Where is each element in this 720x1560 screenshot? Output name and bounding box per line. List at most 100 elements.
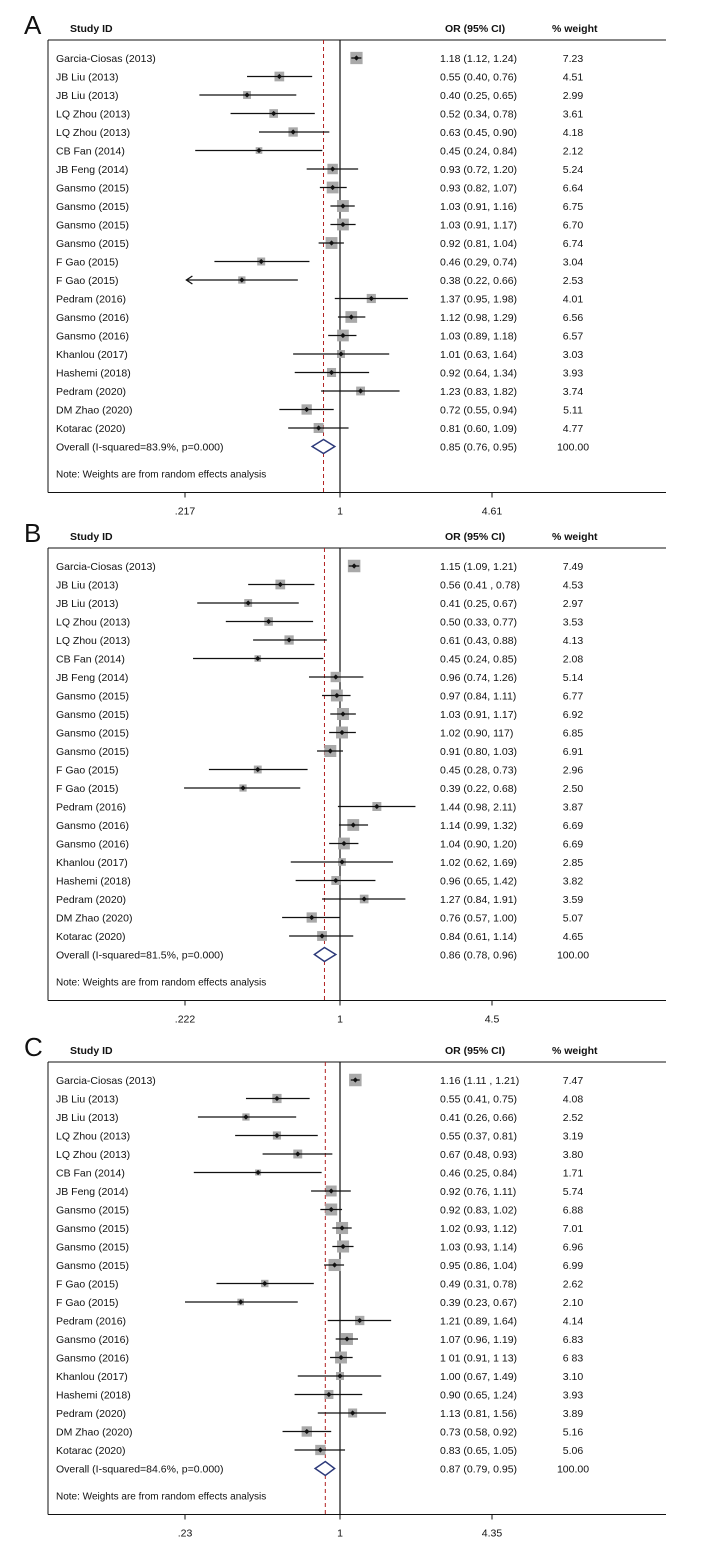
study-row: Pedram (2020) 1.23 (0.83, 1.82) 3.74 <box>56 386 583 398</box>
study-label: Gansmo (2016) <box>56 1334 129 1346</box>
study-label: Gansmo (2015) <box>56 691 129 703</box>
weight-value: 6.70 <box>563 220 584 232</box>
study-row: Gansmo (2015) 1.03 (0.91, 1.17) 6.70 <box>56 218 584 232</box>
or-ci-value: 1.15 (1.09, 1.21) <box>440 561 517 573</box>
or-ci-value: 1.14 (0.99, 1.32) <box>440 820 517 832</box>
study-label: Gansmo (2016) <box>56 312 129 324</box>
study-label: Gansmo (2015) <box>56 728 129 740</box>
or-ci-value: 1.04 (0.90, 1.20) <box>440 839 517 851</box>
study-label: Gansmo (2015) <box>56 1205 129 1217</box>
x-tick-label: 4.5 <box>485 1014 500 1026</box>
or-ci-value: 0.93 (0.82, 1.07) <box>440 183 517 195</box>
point-estimate-marker <box>255 655 261 662</box>
point-estimate-marker <box>337 1373 343 1379</box>
overall-label: Overall (I-squared=81.5%, p=0.000) <box>56 950 224 962</box>
study-row: JB Liu (2013) 0.56 (0.41 , 0.78) 4.53 <box>56 580 583 592</box>
overall-diamond <box>310 438 337 455</box>
study-row: Gansmo (2016) 1.12 (0.98, 1.29) 6.56 <box>56 311 583 324</box>
point-estimate-marker <box>328 1188 334 1194</box>
study-row: F Gao (2015) 0.49 (0.31, 0.78) 2.62 <box>56 1279 583 1291</box>
or-ci-value: 1.03 (0.93, 1.14) <box>440 1242 517 1254</box>
weight-value: 6.75 <box>563 201 584 213</box>
overall-diamond <box>313 946 338 963</box>
study-row: Garcia-Ciosas (2013) 1.15 (1.09, 1.21) 7.4… <box>56 559 583 573</box>
weight-value: 7.01 <box>563 1223 584 1235</box>
weight-value: 6.99 <box>563 1260 584 1272</box>
or-ci-value: 0.39 (0.22, 0.68) <box>440 783 517 795</box>
point-estimate-marker <box>327 748 333 754</box>
point-estimate-marker <box>351 563 357 569</box>
weight-value: 5.07 <box>563 913 584 925</box>
or-ci-value: 0.96 (0.74, 1.26) <box>440 672 517 684</box>
study-label: LQ Zhou (2013) <box>56 109 130 121</box>
overall-or-ci-value: 0.85 (0.76, 0.95) <box>440 442 517 454</box>
weight-value: 5.14 <box>563 672 584 684</box>
or-ci-value: 0.90 (0.65, 1.24) <box>440 1390 517 1402</box>
weight-value: 6.57 <box>563 331 584 343</box>
point-estimate-marker <box>317 1447 323 1453</box>
study-label: DM Zhao (2020) <box>56 1427 132 1439</box>
or-ci-value: 0.46 (0.25, 0.84) <box>440 1168 517 1180</box>
point-estimate-marker <box>274 1132 280 1139</box>
study-row: Pedram (2020) 1.27 (0.84, 1.91) 3.59 <box>56 894 583 906</box>
weight-value: 3.80 <box>563 1149 584 1161</box>
or-ci-value: 1.13 (0.81, 1.56) <box>440 1408 517 1420</box>
weight-value: 4.53 <box>563 580 584 592</box>
panel-letter: B <box>24 518 41 548</box>
study-label: Khanlou (2017) <box>56 1371 128 1383</box>
or-ci-value: 0.91 (0.80, 1.03) <box>440 746 517 758</box>
weight-value: 3.82 <box>563 876 584 888</box>
point-estimate-marker <box>243 1114 249 1120</box>
study-row: JB Liu (2013) 0.41 (0.25, 0.67) 2.97 <box>56 598 583 610</box>
weight-value: 5.74 <box>563 1186 584 1198</box>
point-estimate-marker <box>316 425 322 431</box>
study-label: DM Zhao (2020) <box>56 405 132 417</box>
or-ci-value: 0.95 (0.86, 1.04) <box>440 1260 517 1272</box>
study-row: Gansmo (2015) 0.93 (0.82, 1.07) 6.64 <box>56 181 583 195</box>
weight-value: 3.87 <box>563 802 584 814</box>
or-ci-value: 0.55 (0.41, 0.75) <box>440 1094 517 1106</box>
weight-value: 4.65 <box>563 931 584 943</box>
study-label: Gansmo (2015) <box>56 183 129 195</box>
study-row: F Gao (2015) 0.38 (0.22, 0.66) 2.53 <box>56 275 583 287</box>
point-estimate-marker <box>240 785 246 791</box>
study-label: Pedram (2016) <box>56 802 126 814</box>
or-ci-value: 0.45 (0.24, 0.85) <box>440 654 517 666</box>
overall-label: Overall (I-squared=84.6%, p=0.000) <box>56 1464 224 1476</box>
column-header-or-ci: OR (95% CI) <box>445 23 505 35</box>
study-label: LQ Zhou (2013) <box>56 1131 130 1143</box>
study-label: JB Liu (2013) <box>56 1094 118 1106</box>
or-ci-value: 0.92 (0.83, 1.02) <box>440 1205 517 1217</box>
column-header-study: Study ID <box>70 23 113 35</box>
x-tick-label: 4.61 <box>482 506 503 518</box>
or-ci-value: 0.46 (0.29, 0.74) <box>440 257 517 269</box>
study-label: Gansmo (2015) <box>56 709 129 721</box>
study-row: CB Fan (2014) 0.45 (0.24, 0.85) 2.08 <box>56 654 583 666</box>
or-ci-value: 1.07 (0.96, 1.19) <box>440 1334 517 1346</box>
weight-value: 2.97 <box>563 598 584 610</box>
point-estimate-marker <box>338 1354 344 1361</box>
weight-value: 6.85 <box>563 728 584 740</box>
study-label: Kotarac (2020) <box>56 423 125 435</box>
study-label: Garcia-Ciosas (2013) <box>56 561 156 573</box>
study-row: Pedram (2016) 1.37 (0.95, 1.98) 4.01 <box>56 294 583 306</box>
point-estimate-marker <box>344 1336 350 1342</box>
point-estimate-marker <box>255 1169 261 1176</box>
point-estimate-marker <box>340 332 346 339</box>
point-estimate-marker <box>286 637 292 643</box>
weight-value: 6.88 <box>563 1205 584 1217</box>
x-tick-label: 4.35 <box>482 1528 503 1540</box>
or-ci-value: 1.03 (0.91, 1.16) <box>440 201 517 213</box>
study-label: Kotarac (2020) <box>56 1445 125 1457</box>
study-row: Garcia-Ciosas (2013) 1.18 (1.12, 1.24) 7.2… <box>56 51 583 65</box>
overall-label: Overall (I-squared=83.9%, p=0.000) <box>56 442 224 454</box>
column-header-or-ci: OR (95% CI) <box>445 531 505 543</box>
study-label: Gansmo (2015) <box>56 220 129 232</box>
study-label: Khanlou (2017) <box>56 857 128 869</box>
weight-value: 2.50 <box>563 783 584 795</box>
weight-value: 4.13 <box>563 635 584 647</box>
study-row: CB Fan (2014) 0.45 (0.24, 0.84) 2.12 <box>56 146 583 158</box>
or-ci-value: 1.44 (0.98, 2.11) <box>440 802 516 814</box>
point-estimate-marker <box>309 914 315 921</box>
point-estimate-marker <box>256 147 262 154</box>
